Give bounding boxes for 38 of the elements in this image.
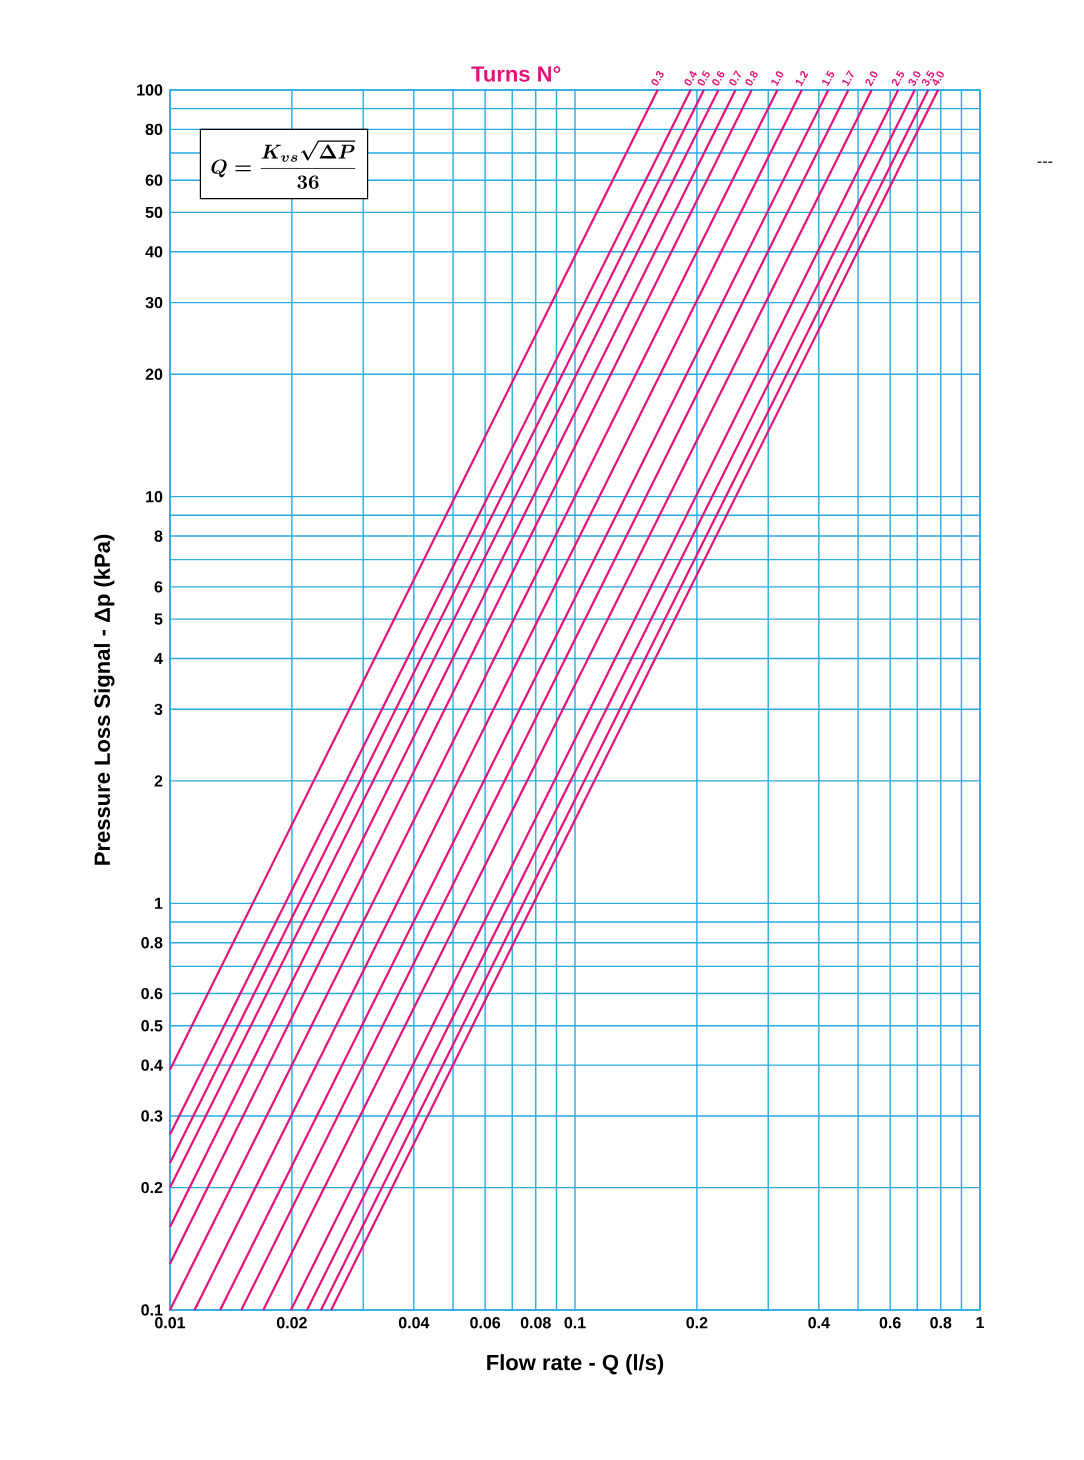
y-tick-label: 0.2 — [141, 1181, 163, 1194]
y-tick-label: 5 — [154, 613, 163, 625]
annotation: $Q = \frac{K_{vs}\sqrt{\Delta P}}{36}$ — [211, 140, 356, 189]
x-tick-label: 0.6 — [879, 1317, 901, 1329]
y-axis-title: Pressure Loss Signal - Δp (kPa) — [93, 534, 115, 865]
x-tick-label: 0.06 — [470, 1317, 501, 1329]
y-tick-label: 0.5 — [141, 1020, 163, 1032]
x-axis-title: Flow rate - Q (l/s) — [487, 1354, 664, 1375]
y-tick-label: 40 — [145, 246, 163, 258]
legend-title: Turns N° — [471, 66, 561, 82]
y-tick-label: 6 — [154, 581, 163, 593]
y-tick-label: 100 — [137, 84, 163, 96]
x-tick-label: 0.2 — [686, 1317, 708, 1329]
x-tick-label: 0.1 — [564, 1317, 586, 1329]
y-tick-label: 3 — [154, 703, 163, 715]
x-tick-label: 0.02 — [276, 1317, 307, 1329]
y-tick-label: 50 — [145, 206, 163, 219]
x-tick-label: 0.04 — [398, 1317, 430, 1329]
y-tick-label: 80 — [145, 123, 163, 136]
y-tick-label: 4 — [154, 652, 163, 664]
y-tick-label: 1 — [155, 897, 163, 909]
y-tick-label: 8 — [154, 530, 163, 542]
x-tick-label: 1 — [976, 1317, 984, 1329]
x-tick-label: 0.08 — [520, 1317, 551, 1329]
y-tick-label: 20 — [145, 368, 163, 380]
y-tick-label: 0.8 — [141, 937, 163, 949]
y-tick-label: 0.3 — [141, 1110, 163, 1122]
y-tick-label: 60 — [145, 174, 163, 186]
x-tick-label: 0.4 — [808, 1317, 830, 1329]
x-tick-label: 0.8 — [930, 1317, 952, 1329]
y-tick-label: 2 — [154, 775, 163, 787]
y-tick-label: 10 — [146, 491, 163, 503]
x-tick-label: 0.01 — [155, 1317, 186, 1329]
y-tick-label: 0.6 — [141, 987, 163, 1000]
y-tick-label: 30 — [145, 296, 163, 309]
y-tick-label: 0.1 — [141, 1304, 163, 1316]
text: --- — [1037, 161, 1053, 163]
y-tick-label: 0.4 — [141, 1059, 163, 1071]
